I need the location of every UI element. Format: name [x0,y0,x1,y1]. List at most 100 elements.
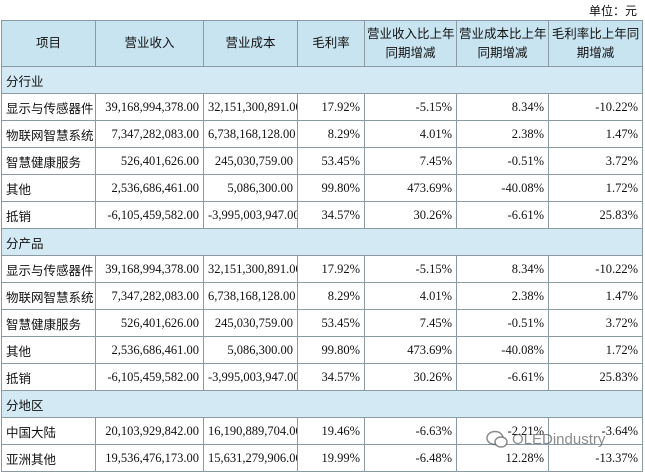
value-cell: -13.37% [548,444,643,472]
row-label: 物联网智慧系统 [1,120,96,148]
value-cell: -0.51% [456,147,549,175]
section-label: 分行业 [1,66,643,94]
value-cell: -6,105,459,582.00 [95,201,204,229]
value-cell: -5.15% [364,255,457,283]
value-cell: 2.38% [456,282,549,310]
value-cell: 17.92% [297,93,365,121]
value-cell: 12.28% [456,444,549,472]
value-cell: -6.61% [456,363,549,391]
value-cell: 4.01% [364,282,457,310]
value-cell: 53.45% [297,309,365,337]
value-cell: 2.38% [456,120,549,148]
value-cell: 7,347,282,083.00 [95,282,204,310]
row-label: 抵销 [1,363,96,391]
data-row: 中国大陆 20,103,929,842.00 16,190,889,704.00 19… [1,417,643,445]
header-line: 期增减 [576,45,615,60]
row-label: 其他 [1,174,96,202]
value-cell: 19,536,476,173.00 [95,444,204,472]
watermark-text: OLEDindustry [512,430,606,448]
value-cell: -40.08% [456,336,549,364]
data-row: 抵销 -6,105,459,582.00 -3,995,003,947.00 34.5… [1,201,643,229]
value-cell: -5.15% [364,93,457,121]
value-cell: 20,103,929,842.00 [95,417,204,445]
header-line: 毛利率 [312,36,350,50]
value-cell: -3,995,003,947.00 [203,363,298,391]
value-cell: 1.47% [548,120,643,148]
revenue-table: 项目 营业收入 营业成本 毛利率 营业收入比上年 同期增减 营业成本比上年 同期增减 毛利率比上… [1,20,643,472]
data-row: 智慧健康服务 526,401,626.00 245,030,759.00 53.45%… [1,147,643,175]
header-cell: 毛利率比上年同 期增减 [548,20,643,67]
value-cell: 6,738,168,128.00 [203,120,298,148]
value-cell: 3.72% [548,309,643,337]
unit-label: 单位：元 [588,4,637,18]
header-line: 营业收入 [124,36,175,50]
value-cell: -40.08% [456,174,549,202]
header-line: 同期增减 [385,45,436,60]
value-cell: -6.48% [364,444,457,472]
data-row: 物联网智慧系统 7,347,282,083.00 6,738,168,128.00 8… [1,282,643,310]
value-cell: 1.72% [548,174,643,202]
section-row: 分行业 [1,66,643,94]
value-cell: 25.83% [548,201,643,229]
row-label: 物联网智慧系统 [1,282,96,310]
data-row: 显示与传感器件 39,168,994,378.00 32,151,300,891.0… [1,255,643,283]
header-line: 营业成本 [225,36,276,50]
header-line: 毛利率比上年同 [551,26,640,41]
value-cell: 99.80% [297,174,365,202]
value-cell: 19.99% [297,444,365,472]
section-label: 分产品 [1,228,643,256]
value-cell: -3.64% [548,417,643,445]
header-line: 营业收入比上年 [367,26,455,41]
value-cell: 1.47% [548,282,643,310]
data-row: 物联网智慧系统 7,347,282,083.00 6,738,168,128.00 8… [1,120,643,148]
value-cell: 2,536,686,461.00 [95,336,204,364]
row-label: 智慧健康服务 [1,309,96,337]
value-cell: -6.61% [456,201,549,229]
header-cell: 营业收入 [95,20,204,67]
table-body: 分行业 显示与传感器件 39,168,994,378.00 32,151,300,89… [1,66,643,472]
value-cell: 5,086,300.00 [203,174,298,202]
value-cell: -10.22% [548,93,643,121]
value-cell: -6.63% [364,417,457,445]
value-cell: 5,086,300.00 [203,336,298,364]
row-label: 其他 [1,336,96,364]
value-cell: 39,168,994,378.00 [95,93,204,121]
header-cell: 毛利率 [297,20,365,67]
section-row: 分产品 [1,228,643,256]
row-label: 抵销 [1,201,96,229]
value-cell: 8.29% [297,120,365,148]
watermark: OLEDindustry [486,430,605,448]
value-cell: 7.45% [364,309,457,337]
value-cell: 34.57% [297,201,365,229]
header-row: 项目 营业收入 营业成本 毛利率 营业收入比上年 同期增减 营业成本比上年 同期增减 毛利率比上… [1,20,643,67]
value-cell: 19.46% [297,417,365,445]
value-cell: 15,631,279,906.00 [203,444,298,472]
row-label: 显示与传感器件 [1,93,96,121]
value-cell: -10.22% [548,255,643,283]
header-line: 营业成本比上年 [459,26,547,41]
value-cell: 39,168,994,378.00 [95,255,204,283]
value-cell: 473.69% [364,336,457,364]
data-row: 亚洲其他 19,536,476,173.00 15,631,279,906.00 19… [1,444,643,472]
value-cell: -3,995,003,947.00 [203,201,298,229]
data-row: 显示与传感器件 39,168,994,378.00 32,151,300,891.0… [1,93,643,121]
value-cell: 53.45% [297,147,365,175]
value-cell: 2,536,686,461.00 [95,174,204,202]
value-cell: -6,105,459,582.00 [95,363,204,391]
value-cell: 30.26% [364,201,457,229]
value-cell: 8.34% [456,93,549,121]
value-cell: 245,030,759.00 [203,147,298,175]
value-cell: 245,030,759.00 [203,309,298,337]
data-row: 抵销 -6,105,459,582.00 -3,995,003,947.00 34.5… [1,363,643,391]
row-label: 显示与传感器件 [1,255,96,283]
row-label: 智慧健康服务 [1,147,96,175]
value-cell: 30.26% [364,363,457,391]
value-cell: 32,151,300,891.00 [203,93,298,121]
value-cell: 25.83% [548,363,643,391]
value-cell: 17.92% [297,255,365,283]
row-label: 亚洲其他 [1,444,96,472]
value-cell: 8.34% [456,255,549,283]
header-line: 同期增减 [477,45,528,60]
value-cell: 526,401,626.00 [95,147,204,175]
